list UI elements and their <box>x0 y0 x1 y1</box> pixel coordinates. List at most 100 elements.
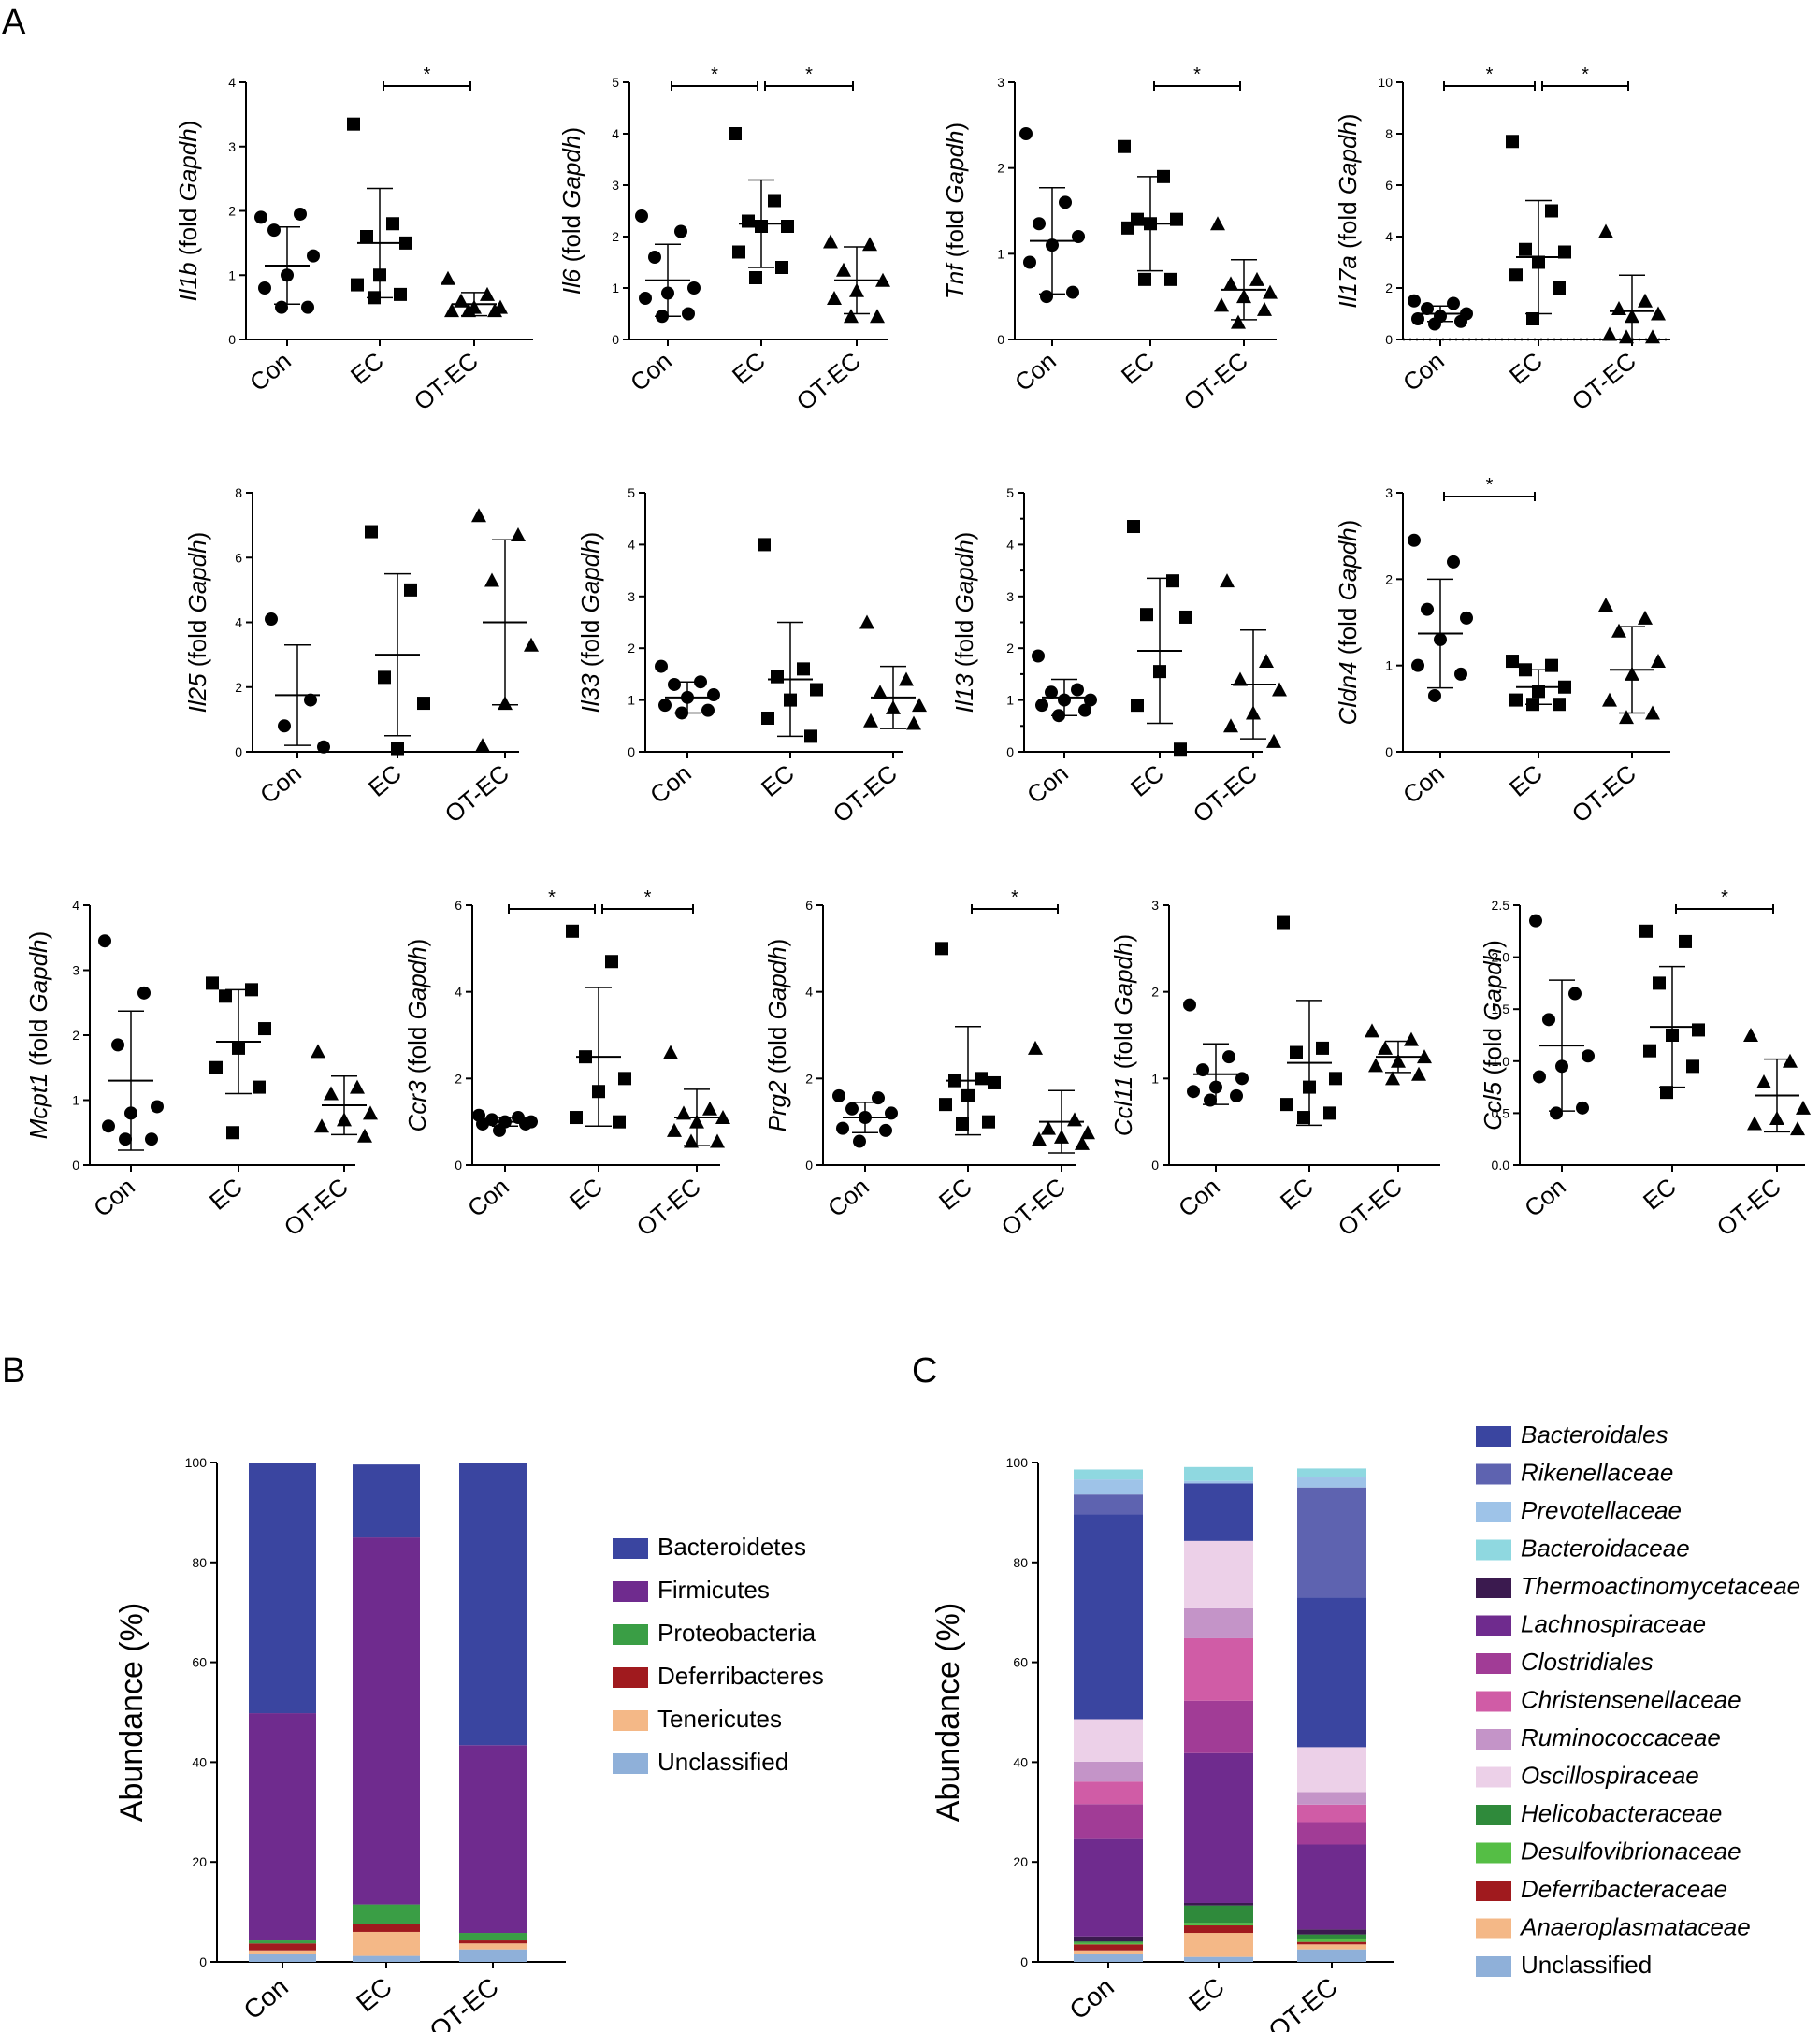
x-category-label: EC <box>727 347 771 390</box>
data-point <box>1619 710 1634 725</box>
bar-segment-prevotellaceae <box>1297 1477 1366 1488</box>
legend-swatch <box>613 1753 648 1774</box>
scatter-panel-il6: 0 1 2 3 4 5 Il6 (fold Gapdh) Con EC OT-EC * * <box>557 65 890 416</box>
x-category-label: Con <box>88 1173 140 1223</box>
data-point <box>1118 139 1131 153</box>
stacked-bar-chart-family: 0 20 40 60 80 100 Abundance (%) Con EC OT-EC Bacte… <box>931 1420 1800 2032</box>
data-point <box>1602 326 1617 341</box>
y-tick-label: 60 <box>1013 1655 1028 1670</box>
bar-segment-bacteroidaceae <box>1184 1466 1253 1481</box>
data-point <box>1408 533 1421 547</box>
y-tick-label: 1 <box>612 281 619 295</box>
y-axis-gapdh: Gapdh <box>557 136 585 209</box>
y-axis-fold: (fold <box>1109 1016 1137 1076</box>
scatter-panel-tnf: 0 1 2 3 Tnf (fold Gapdh) Con EC OT-EC * <box>941 65 1278 416</box>
data-point <box>1179 610 1192 624</box>
legend-swatch <box>1476 1766 1511 1788</box>
data-point <box>715 1110 730 1125</box>
y-tick-label: 8 <box>235 485 242 500</box>
data-point <box>102 1119 115 1133</box>
bar-segment-bacteroidaceae <box>1074 1469 1143 1480</box>
data-point <box>1568 987 1582 1001</box>
data-point <box>137 986 151 1000</box>
data-point <box>1454 314 1467 328</box>
y-tick-label: 4 <box>1385 229 1393 244</box>
bar-segment-deferribacteraceae <box>1184 1925 1253 1934</box>
data-point <box>347 117 360 131</box>
bar-segment-helicobacteraceae <box>1074 1941 1143 1943</box>
bar-segment-unclassified <box>1184 1956 1253 1962</box>
data-point <box>1411 312 1424 325</box>
data-point <box>1385 1071 1400 1086</box>
y-tick-label: 0 <box>1006 744 1014 759</box>
data-point <box>872 1091 885 1105</box>
data-point <box>365 525 378 539</box>
bar-segment-lachnospiraceae <box>1297 1844 1366 1930</box>
significance-star: * <box>711 65 718 85</box>
data-point <box>1545 204 1558 218</box>
data-point <box>1643 1044 1656 1058</box>
bar-segment-lachnospiraceae <box>1074 1838 1143 1937</box>
data-point <box>1790 1121 1805 1136</box>
y-axis-gapdh: Gapdh <box>941 130 969 203</box>
data-point <box>613 1115 626 1129</box>
data-point <box>1266 733 1281 748</box>
data-point <box>873 685 888 699</box>
scatter-panel-il25: 0 2 4 6 8 Il25 (fold Gapdh) Con EC OT-EC <box>183 485 539 829</box>
scatter-plots: 0 1 2 3 4 Il1b (fold Gapdh) Con EC OT-EC * 0 1 2 3 4 5 I… <box>24 65 1811 1242</box>
data-point <box>1545 658 1558 672</box>
scatter-panel-cldn4: 0 1 2 3 Cldn4 (fold Gapdh) Con EC OT-EC * <box>1334 475 1670 829</box>
data-point <box>1066 285 1079 299</box>
y-tick-label: 0 <box>805 1158 813 1173</box>
data-point <box>1542 1013 1555 1027</box>
legend-label: Firmicutes <box>657 1576 770 1604</box>
bar-segment-clostridiales <box>1297 1822 1366 1845</box>
significance-star: * <box>1486 475 1494 496</box>
bar-segment-unclassified <box>459 1949 527 1962</box>
data-point <box>1220 573 1235 588</box>
data-point <box>391 742 404 756</box>
data-point <box>1460 611 1473 625</box>
y-tick-label: 0 <box>997 332 1004 347</box>
y-tick-label: 2 <box>228 204 236 219</box>
data-point <box>1164 272 1177 286</box>
legend-label: Helicobacteraceae <box>1521 1799 1722 1827</box>
y-tick-label: 0 <box>228 332 236 347</box>
y-axis-fold: (fold <box>183 612 211 673</box>
data-point <box>1447 555 1460 569</box>
data-point <box>1454 667 1467 681</box>
bar-segment-christensenellaceae <box>1297 1804 1366 1823</box>
data-point <box>687 281 701 295</box>
data-point <box>1651 306 1666 321</box>
y-tick-label: 3 <box>1151 898 1159 913</box>
bar-segment-bacteroidales <box>1297 1597 1366 1748</box>
data-point <box>1223 276 1238 291</box>
data-point <box>1023 255 1036 269</box>
y-axis-fold: (fold <box>950 612 978 673</box>
data-point <box>658 699 672 713</box>
x-category-label: OT-EC <box>1712 1173 1786 1242</box>
legend-swatch <box>1476 1842 1511 1864</box>
data-point <box>1210 216 1225 231</box>
data-point <box>480 286 495 301</box>
bar-segment-prevotellaceae <box>1074 1479 1143 1495</box>
legend-label: Clostridiales <box>1521 1648 1654 1676</box>
bar-segment-bacteroidetes <box>249 1463 316 1714</box>
data-point <box>1019 127 1033 140</box>
data-point <box>1045 685 1058 699</box>
data-point <box>1421 602 1434 616</box>
data-point <box>1743 1028 1758 1042</box>
y-tick-label: 2 <box>235 680 242 695</box>
data-point <box>781 220 794 233</box>
legend-label: Lachnospiraceae <box>1521 1610 1706 1638</box>
legend-label: Bacteroidales <box>1521 1420 1668 1448</box>
data-point <box>676 1105 691 1120</box>
data-point <box>663 1045 678 1059</box>
bar-segment-desulfovibrionaceae <box>1297 1938 1366 1942</box>
significance-star: * <box>805 65 813 85</box>
data-point <box>1138 272 1151 286</box>
x-category-label: EC <box>351 1972 397 2018</box>
bar-segment-lachnospiraceae <box>1184 1752 1253 1903</box>
x-category-label: EC <box>1504 759 1548 802</box>
data-point <box>258 281 271 295</box>
